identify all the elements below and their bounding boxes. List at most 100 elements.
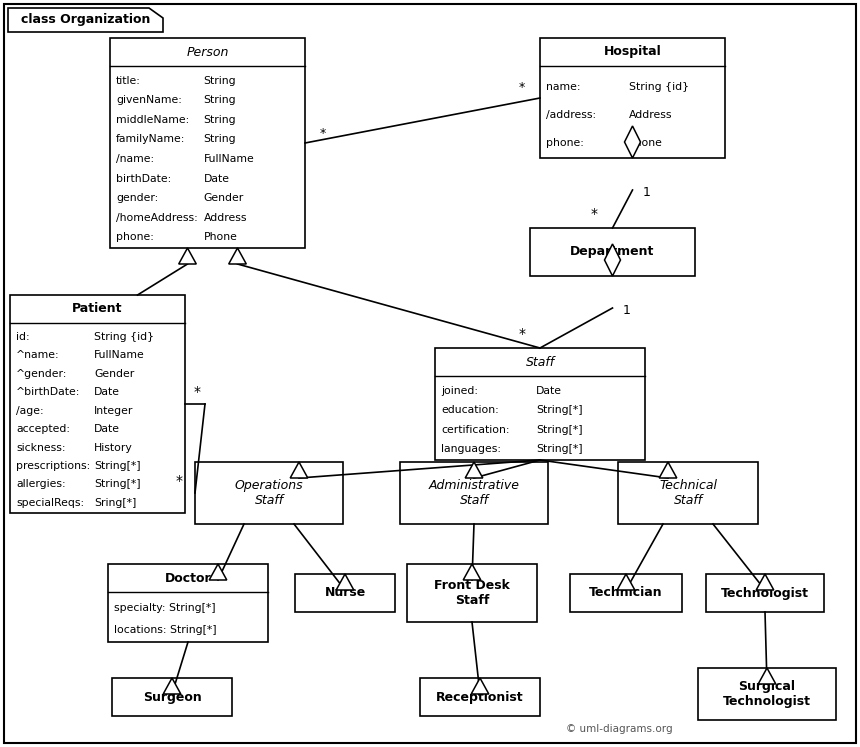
Bar	[108, 564, 268, 642]
Text: Patient: Patient	[72, 303, 123, 315]
Text: *: *	[519, 81, 525, 95]
Text: Department: Department	[570, 246, 654, 258]
Text: String: String	[204, 115, 237, 125]
Polygon shape	[605, 244, 621, 276]
Polygon shape	[163, 678, 181, 694]
Bar	[698, 668, 836, 720]
Text: Technologist: Technologist	[721, 586, 809, 600]
Polygon shape	[759, 668, 776, 684]
Text: /age:: /age:	[16, 406, 44, 415]
Text: String[*]: String[*]	[536, 425, 582, 435]
Text: Gender: Gender	[94, 369, 134, 379]
Text: String: String	[204, 75, 237, 86]
Text: class Organization: class Organization	[21, 13, 150, 26]
Bar	[195, 462, 343, 524]
Polygon shape	[229, 248, 246, 264]
Polygon shape	[179, 248, 196, 264]
Text: sickness:: sickness:	[16, 442, 65, 453]
Bar	[618, 462, 758, 524]
Text: *: *	[194, 385, 200, 399]
Text: FullName: FullName	[94, 350, 144, 360]
Text: Technical
Staff: Technical Staff	[659, 479, 717, 507]
Text: ^gender:: ^gender:	[16, 369, 67, 379]
Text: Surgeon: Surgeon	[143, 690, 201, 704]
Polygon shape	[209, 564, 227, 580]
Text: givenName:: givenName:	[116, 96, 181, 105]
Polygon shape	[465, 462, 482, 478]
Text: prescriptions:: prescriptions:	[16, 461, 90, 471]
Text: locations: String[*]: locations: String[*]	[114, 625, 217, 635]
Text: certification:: certification:	[441, 425, 509, 435]
Text: Front Desk
Staff: Front Desk Staff	[434, 579, 510, 607]
Text: languages:: languages:	[441, 444, 501, 454]
Text: Date: Date	[94, 424, 120, 434]
Text: Surgical
Technologist: Surgical Technologist	[723, 680, 811, 708]
Bar	[570, 574, 682, 612]
Text: Date: Date	[94, 387, 120, 397]
Polygon shape	[8, 8, 163, 32]
Text: String[*]: String[*]	[536, 444, 582, 454]
Text: phone:: phone:	[546, 137, 584, 148]
Bar	[530, 228, 695, 276]
Text: Staff: Staff	[525, 356, 555, 368]
Text: specialty: String[*]: specialty: String[*]	[114, 604, 216, 613]
Text: Administrative
Staff: Administrative Staff	[428, 479, 519, 507]
Bar	[420, 678, 540, 716]
Bar	[110, 38, 305, 248]
Text: Integer: Integer	[94, 406, 133, 415]
Text: String[*]: String[*]	[94, 480, 141, 489]
Text: String {id}: String {id}	[629, 82, 689, 92]
Text: Hospital: Hospital	[604, 46, 661, 58]
Text: gender:: gender:	[116, 193, 158, 203]
Text: *: *	[175, 474, 182, 488]
Text: id:: id:	[16, 332, 29, 342]
Text: Technician: Technician	[589, 586, 663, 600]
Text: title:: title:	[116, 75, 141, 86]
Text: Address: Address	[629, 110, 673, 120]
Text: name:: name:	[546, 82, 580, 92]
Text: Doctor: Doctor	[164, 571, 212, 584]
Text: specialReqs:: specialReqs:	[16, 498, 84, 508]
Polygon shape	[336, 574, 353, 590]
Text: middleName:: middleName:	[116, 115, 189, 125]
Bar	[540, 38, 725, 158]
Text: birthDate:: birthDate:	[116, 173, 171, 184]
Text: Phone: Phone	[629, 137, 663, 148]
Text: Phone: Phone	[204, 232, 237, 242]
Polygon shape	[756, 574, 774, 590]
Text: education:: education:	[441, 405, 499, 415]
Bar	[400, 462, 548, 524]
Polygon shape	[660, 462, 677, 478]
Text: /address:: /address:	[546, 110, 596, 120]
Text: Person: Person	[187, 46, 229, 58]
Bar	[435, 348, 645, 460]
Polygon shape	[617, 574, 635, 590]
Text: 1: 1	[642, 187, 650, 199]
Text: allergies:: allergies:	[16, 480, 65, 489]
Bar	[112, 678, 232, 716]
Text: Date: Date	[204, 173, 230, 184]
Polygon shape	[471, 678, 488, 694]
Text: Sring[*]: Sring[*]	[94, 498, 137, 508]
Text: Receptionist: Receptionist	[436, 690, 524, 704]
Text: Nurse: Nurse	[324, 586, 366, 600]
Text: Gender: Gender	[204, 193, 244, 203]
Text: *: *	[519, 327, 525, 341]
Text: Address: Address	[204, 213, 247, 223]
Text: © uml-diagrams.org: © uml-diagrams.org	[566, 724, 673, 734]
Bar	[407, 564, 537, 622]
Bar	[706, 574, 824, 612]
Bar	[10, 295, 185, 513]
Text: History: History	[94, 442, 132, 453]
Text: /homeAddress:: /homeAddress:	[116, 213, 198, 223]
Text: String[*]: String[*]	[94, 461, 141, 471]
Text: phone:: phone:	[116, 232, 154, 242]
Text: String {id}: String {id}	[94, 332, 154, 342]
Text: accepted:: accepted:	[16, 424, 70, 434]
Text: ^birthDate:: ^birthDate:	[16, 387, 80, 397]
Text: 1: 1	[623, 305, 630, 317]
Text: FullName: FullName	[204, 154, 255, 164]
Text: familyName:: familyName:	[116, 134, 186, 144]
Polygon shape	[464, 564, 481, 580]
Text: String: String	[204, 96, 237, 105]
